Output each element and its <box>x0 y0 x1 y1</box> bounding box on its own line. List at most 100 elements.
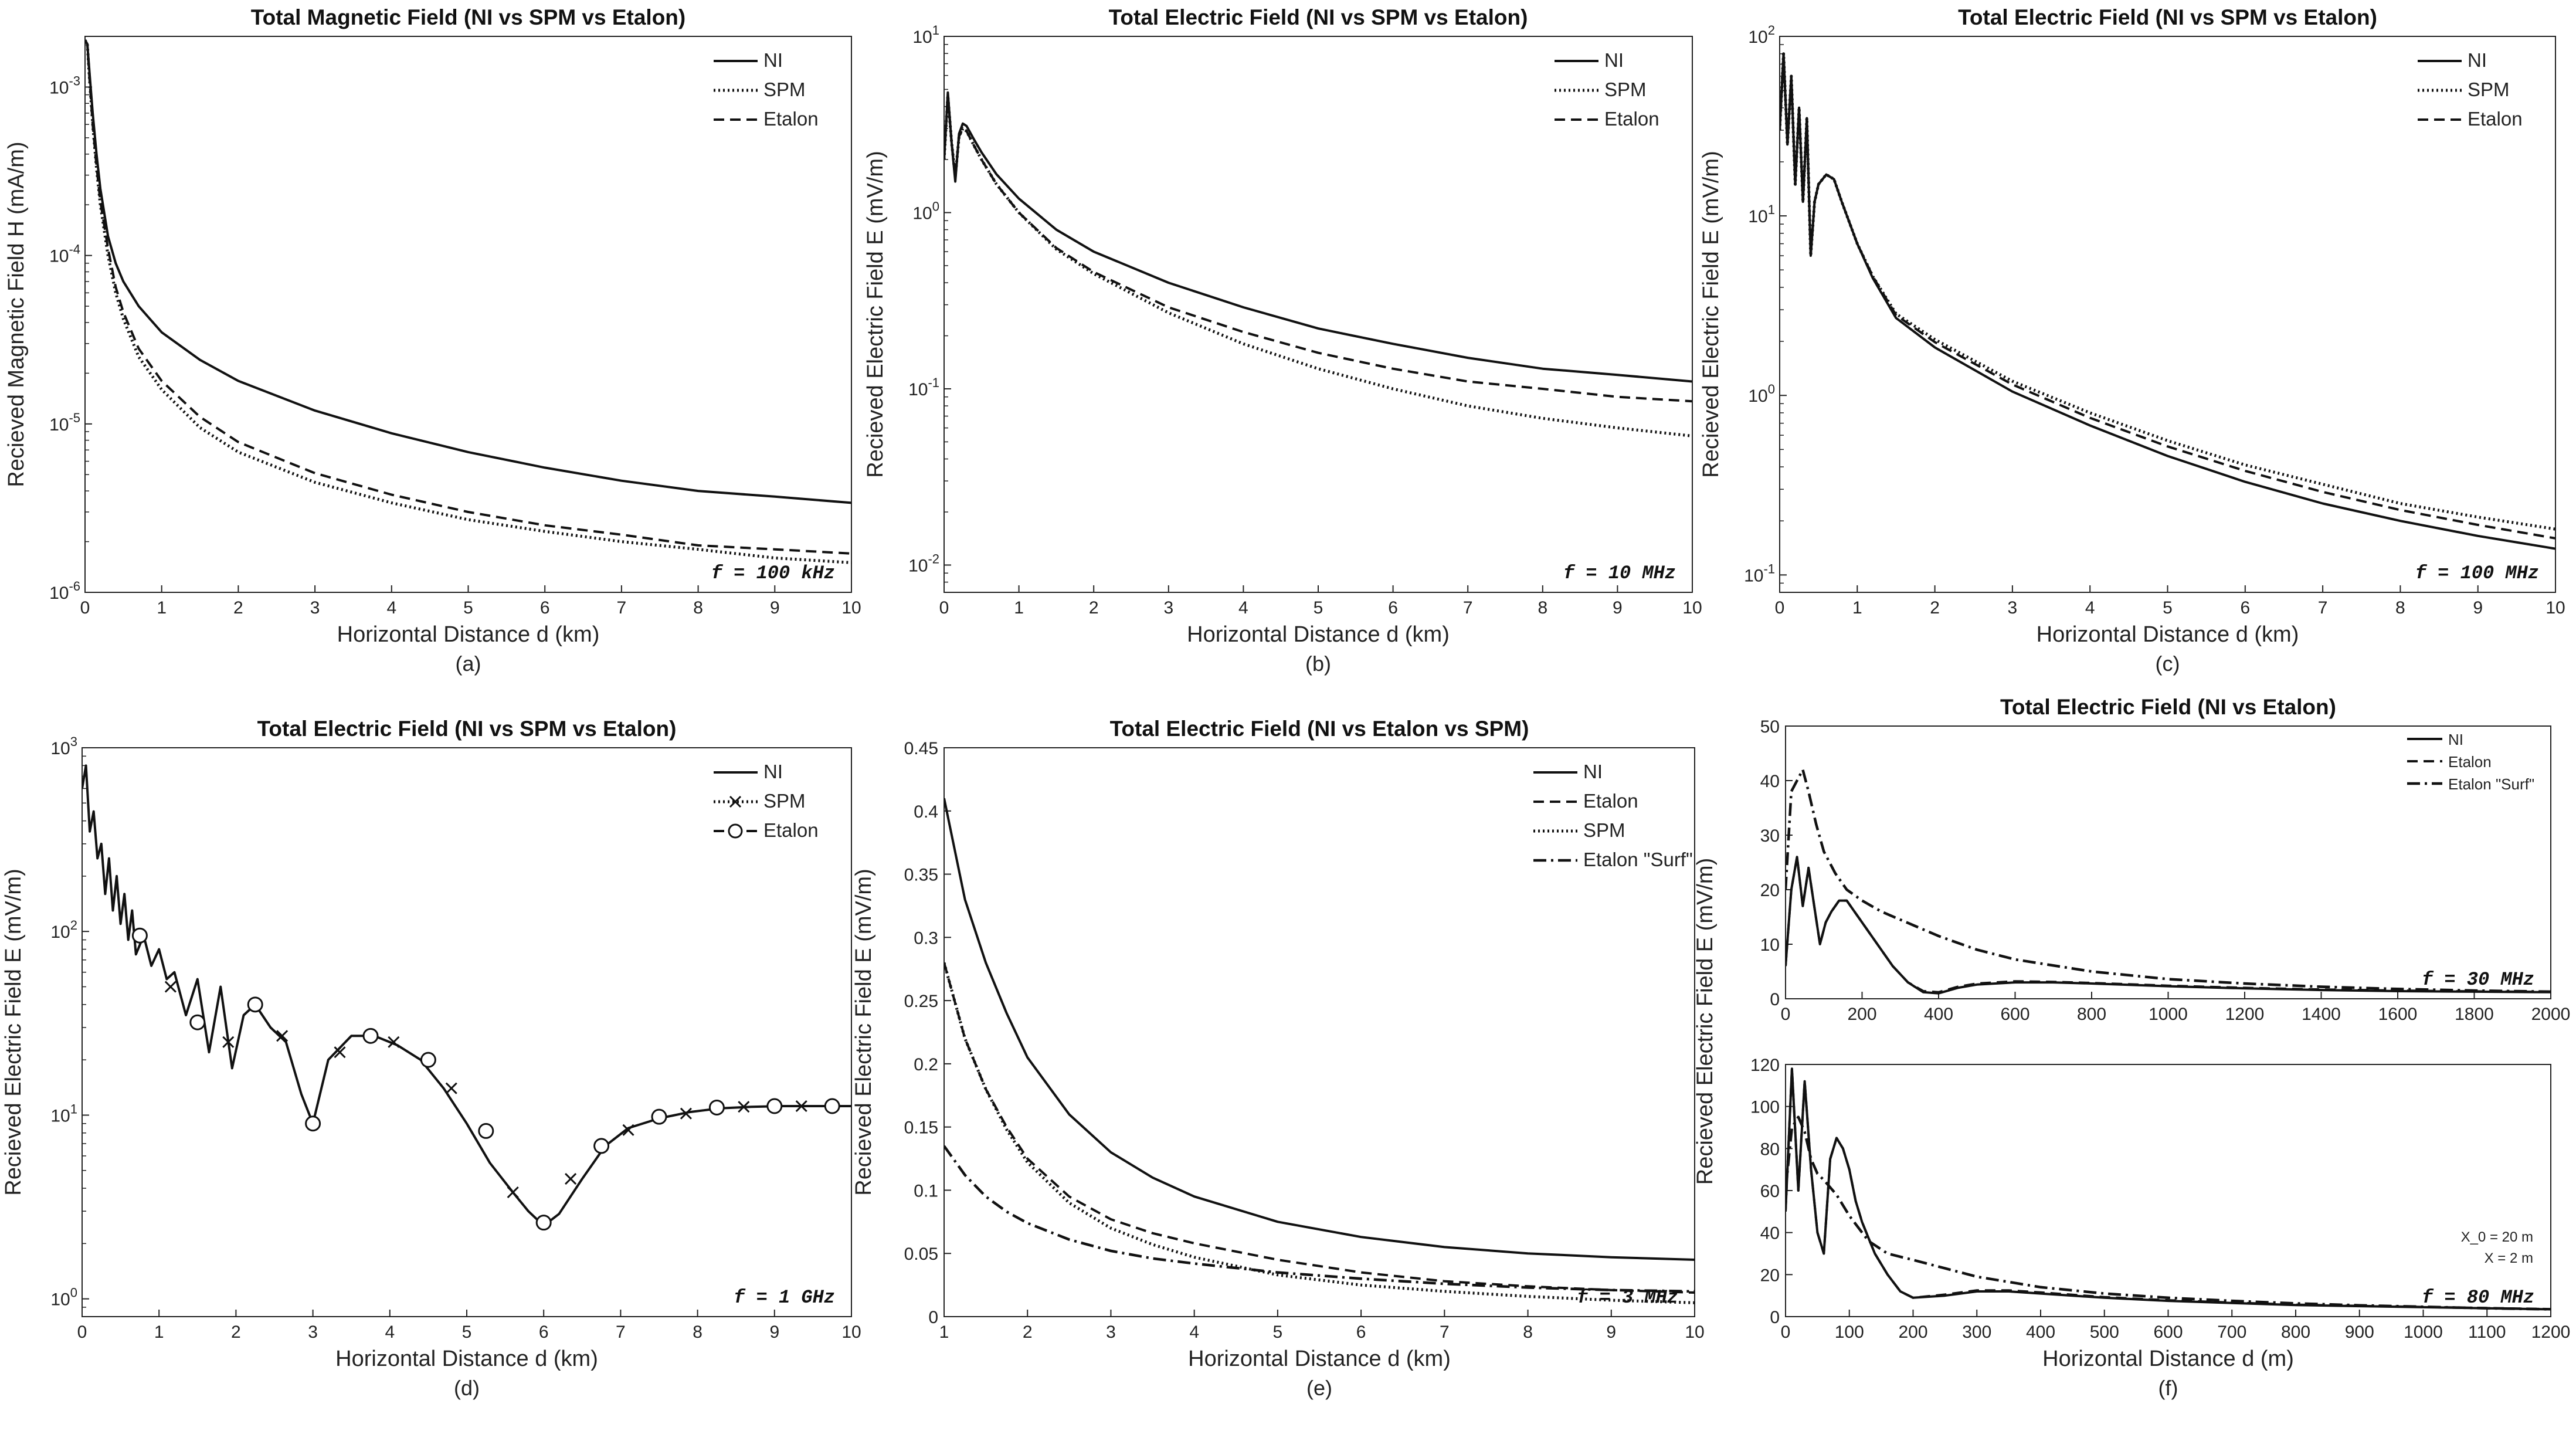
series-line-ni <box>85 39 851 504</box>
series-line-etalon <box>85 39 851 555</box>
y-tick-label-base: 10 <box>1748 386 1767 406</box>
series-line-etalon <box>1786 1067 2551 1311</box>
frequency-annotation: f = 10 MHz <box>1563 562 1676 584</box>
y-tick-label-base: 10 <box>1744 566 1763 585</box>
x-tick-label: 4 <box>1238 598 1248 618</box>
series-line-spm <box>944 94 1692 438</box>
x-tick-label: 4 <box>1189 1323 1199 1342</box>
y-tick-label: 0 <box>1770 1308 1780 1327</box>
plot-area <box>1786 1067 2551 1311</box>
x-axis-label: Horizontal Distance d (m) <box>2042 1347 2294 1371</box>
subfigure-label: (e) <box>1306 1376 1332 1400</box>
x-tick-label: 9 <box>2473 598 2483 618</box>
spm-marker <box>276 1030 289 1042</box>
x-tick-label: 8 <box>693 598 703 618</box>
y-axis-label: Recieved Electric Field E (mV/m) <box>851 869 876 1195</box>
legend-label: SPM <box>1583 819 1625 841</box>
x-tick-label: 1600 <box>2378 1005 2418 1024</box>
y-tick-label: 0.05 <box>904 1245 938 1264</box>
x-tick-label: 0 <box>80 598 90 618</box>
y-tick-label: 30 <box>1760 826 1780 846</box>
legend-label: NI <box>1583 761 1603 782</box>
etalon-marker <box>420 1052 436 1068</box>
y-tick-label: 0.15 <box>904 1118 938 1138</box>
series-line-spm <box>1780 52 2555 531</box>
etalon-marker <box>708 1099 725 1115</box>
x-tick-label: 600 <box>2000 1005 2029 1024</box>
y-tick-label: 102 <box>1748 23 1775 47</box>
legend-label: Etalon <box>2468 108 2523 130</box>
x-tick-label: 400 <box>1924 1005 1953 1024</box>
y-tick-label-base: 10 <box>1748 28 1767 47</box>
legend-label: NI <box>2468 49 2487 71</box>
x-axis-label: Horizontal Distance d (km) <box>335 1347 598 1371</box>
y-tick-label-base: 10 <box>50 1290 70 1310</box>
x-tick-label: 8 <box>1523 1323 1533 1342</box>
x-tick-label: 3 <box>1106 1323 1116 1342</box>
y-tick-label: 0.3 <box>914 928 938 948</box>
spm-marker <box>164 981 177 993</box>
y-tick-label-base: 10 <box>49 247 69 266</box>
legend-label: SPM <box>763 790 806 812</box>
x-tick-label: 1200 <box>2225 1005 2265 1024</box>
plot-area <box>944 91 1692 438</box>
y-tick-label: 0.45 <box>904 739 938 758</box>
x-tick-label: 1 <box>1014 598 1024 618</box>
etalon-marker <box>593 1138 610 1154</box>
y-axis-label: Recieved Electric Field E (mV/m) <box>1693 858 1718 1185</box>
y-tick-label-base: 10 <box>1748 207 1767 226</box>
y-tick-label: 100 <box>912 199 939 223</box>
series-line-spm <box>944 962 1695 1304</box>
y-tick-label-base: 10 <box>49 78 69 97</box>
frequency-annotation: f = 3 MHz <box>1577 1287 1678 1308</box>
spm-marker <box>445 1082 457 1094</box>
y-tick-label: 10-2 <box>908 551 939 575</box>
y-tick-label: 10-3 <box>49 73 80 97</box>
legend-label: Etalon <box>2448 753 2492 771</box>
x-tick-label: 2 <box>1930 598 1940 618</box>
subfigure-label: (b) <box>1305 652 1331 676</box>
y-tick-label-exp: 1 <box>932 23 939 38</box>
x-tick-label: 1 <box>939 1323 949 1342</box>
x-tick-label: 5 <box>462 1323 472 1342</box>
x-tick-label: 0 <box>1781 1005 1791 1024</box>
x-tick-label: 5 <box>1314 598 1323 618</box>
legend-label: SPM <box>1604 79 1647 100</box>
x-tick-label: 0 <box>1775 598 1785 618</box>
plot-area <box>1780 52 2555 550</box>
x-tick-label: 200 <box>1847 1005 1876 1024</box>
x-axis-label: Horizontal Distance d (km) <box>337 622 600 647</box>
y-tick-label-exp: 3 <box>70 734 77 749</box>
y-tick-label: 101 <box>50 1101 77 1125</box>
series-line-etalon <box>944 94 1692 403</box>
x-tick-label: 10 <box>1682 598 1702 618</box>
chart-title: Total Electric Field (NI vs Etalon vs SP… <box>1110 717 1529 741</box>
axes-box-f1 <box>1785 725 2551 999</box>
x-axis-label: Horizontal Distance d (km) <box>1187 622 1450 647</box>
y-tick-label: 80 <box>1760 1140 1780 1159</box>
etalon-marker <box>189 1014 206 1030</box>
legend-label: NI <box>763 761 783 782</box>
x-tick-label: 2 <box>231 1323 241 1342</box>
y-tick-label: 0 <box>928 1308 938 1327</box>
chart-f2: 0 100 200 300 400 500 600 700 800 900 1000 1100 1200… <box>1750 1056 2570 1400</box>
y-tick-label-base: 10 <box>50 923 70 942</box>
etalon-marker <box>766 1098 783 1114</box>
y-tick-label: 101 <box>1748 202 1775 226</box>
x-tick-label: 2000 <box>2531 1005 2571 1024</box>
etalon-marker <box>305 1115 321 1132</box>
y-tick-label-exp: -4 <box>69 242 80 257</box>
x-tick-label: 6 <box>1356 1323 1366 1342</box>
series-line-etalon <box>944 962 1695 1294</box>
plot-area <box>1786 768 2551 995</box>
y-tick-label: 0.4 <box>914 802 938 822</box>
chart-e: 1 2 3 4 5 6 7 8 9 10 0 0.05 0.1 0.15 0.2 0.25 0.3 0.35 0.4… <box>851 717 1705 1400</box>
plot-area <box>944 798 1695 1304</box>
x-tick-label: 0 <box>1781 1323 1791 1342</box>
y-tick-label: 0.2 <box>914 1055 938 1074</box>
y-tick-label-base: 10 <box>49 584 69 603</box>
series-line-ni <box>944 798 1695 1261</box>
